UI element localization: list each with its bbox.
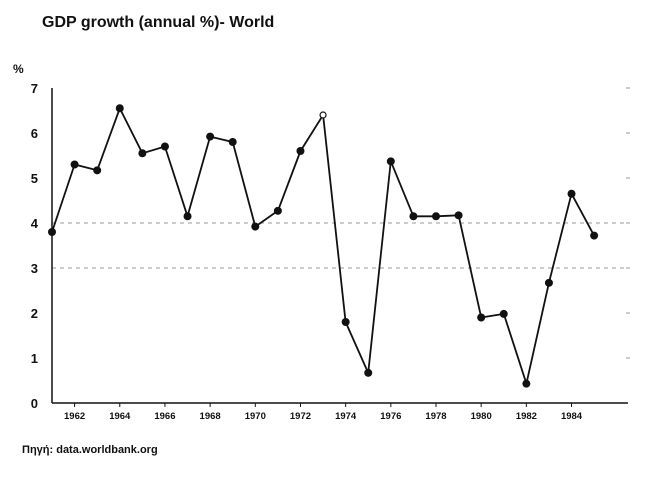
data-point-1979 [454,211,463,220]
data-point-1967 [183,212,192,221]
data-point-1976 [386,157,395,166]
y-tick-label: 1 [31,351,38,366]
data-point-1963 [93,166,102,175]
data-point-1973 [319,111,327,119]
data-point-1970 [251,222,260,231]
chart-title: GDP growth (annual %)- World [42,14,275,31]
source-note: Πηγή: data.worldbank.org [22,444,158,456]
data-point-1961 [48,228,56,236]
data-point-1969 [228,138,237,146]
x-tick-label: 1972 [290,411,311,422]
y-tick-label: 0 [31,396,38,411]
data-point-1975 [364,368,373,377]
data-point-1978 [432,212,440,221]
x-tick-label: 1984 [561,411,583,422]
y-tick-label: 6 [31,126,38,141]
x-tick-label: 1962 [64,411,85,422]
data-point-1972 [296,147,305,155]
x-tick-label: 1976 [380,411,401,422]
data-point-1984 [567,189,576,198]
y-axis-unit-label: % [13,62,24,76]
x-tick-label: 1974 [335,411,357,422]
series-line [51,107,595,385]
data-point-1971 [273,206,282,215]
y-tick-label: 7 [31,81,38,96]
x-tick-label: 1968 [200,411,221,422]
data-point-1982 [522,379,531,388]
y-tick-label: 4 [31,216,39,231]
data-point-1964 [115,104,124,113]
data-point-1962 [70,160,79,169]
data-point-1985 [590,231,599,240]
y-tick-label: 3 [31,261,38,276]
data-point-1965 [138,149,147,158]
x-tick-label: 1978 [425,411,446,422]
data-point-1968 [206,132,215,141]
x-tick-label: 1966 [154,411,175,422]
y-tick-label: 5 [31,171,38,186]
data-point-1966 [160,142,169,151]
data-point-1981 [499,309,508,318]
x-tick-label: 1982 [516,411,537,422]
x-tick-label: 1980 [471,411,492,422]
x-tick-label: 1964 [109,411,131,422]
data-point-1980 [477,313,486,322]
y-tick-label: 2 [31,306,38,321]
data-point-1974 [341,318,350,326]
data-point-1983 [544,278,553,287]
data-point-1977 [409,212,418,221]
x-tick-label: 1970 [245,411,266,422]
